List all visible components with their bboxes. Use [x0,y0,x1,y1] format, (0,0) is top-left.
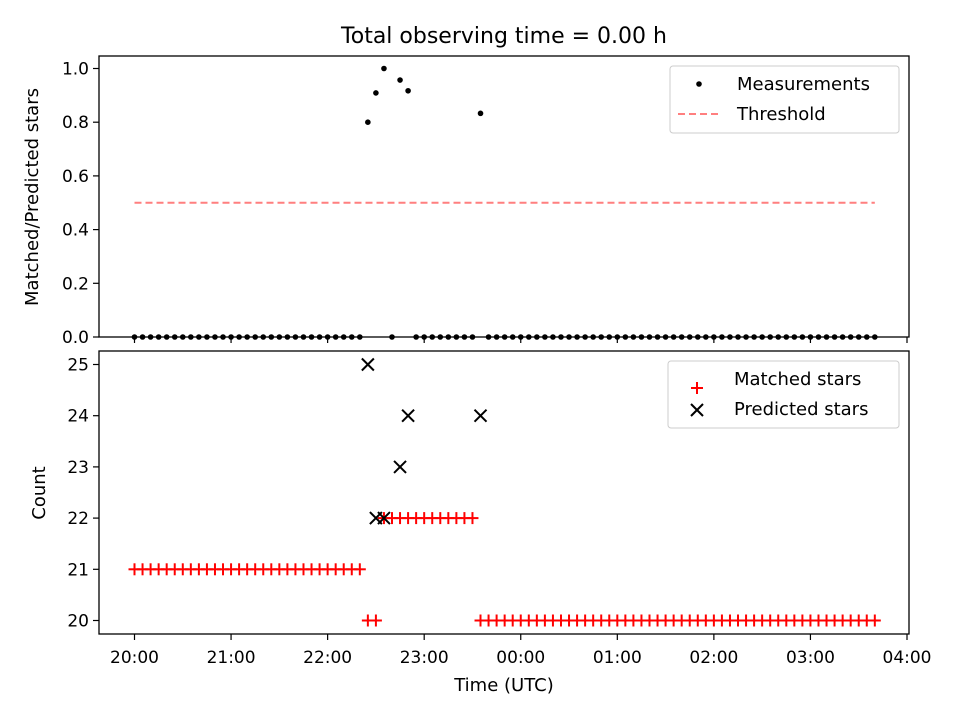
predicted-star-marker [473,408,488,423]
bottom-y-axis-label: Count [29,466,50,519]
measurement-point [365,119,371,125]
legend-label-threshold: Threshold [736,104,826,125]
top-y-tick-label: 0.2 [62,274,89,294]
x-axis-label: Time (UTC) [453,675,554,696]
chart-title: Total observing time = 0.00 h [340,24,667,49]
legend-marker-predicted-stars [690,403,704,417]
legend-marker-measurements [696,81,702,87]
measurement-point [381,65,387,72]
legend-label-predicted-stars: Predicted stars [734,399,868,420]
x-tick-label: 03:00 [786,648,835,668]
measurement-point [477,110,484,117]
top-legend: Measurements Threshold [669,65,900,134]
predicted-star-marker [401,408,415,423]
bottom-y-tick-label: 21 [67,560,89,580]
predicted-star-marker [361,357,375,372]
legend-label-measurements: Measurements [737,74,870,95]
bottom-legend: Matched stars Predicted stars [667,360,900,429]
x-tick-label: 01:00 [593,648,642,668]
x-tick-label: 22:00 [303,648,352,668]
x-tick-label: 23:00 [400,648,449,668]
measurement-point [373,90,379,96]
x-tick-label: 04:00 [883,648,932,668]
bottom-y-tick-label: 24 [67,407,89,427]
bottom-y-ticks: 20 21 22 23 24 25 [67,356,99,632]
matched-star-marker [369,614,382,627]
legend-label-matched-stars: Matched stars [734,369,861,390]
top-y-tick-label: 0.6 [62,167,89,187]
x-tick-label: 02:00 [689,648,738,668]
top-y-tick-label: 0.0 [62,328,89,348]
x-tick-label: 21:00 [207,648,256,668]
predicted-star-marker [377,511,391,525]
bottom-y-tick-label: 23 [67,458,89,478]
bottom-axes-frame [98,350,910,635]
bottom-y-tick-label: 25 [67,356,89,376]
legend-marker-matched-stars [691,382,703,394]
bottom-plot-area [128,357,881,627]
bottom-y-tick-label: 20 [67,612,89,632]
bottom-y-tick-label: 22 [67,509,89,529]
top-x-ticks [133,337,908,343]
top-y-tick-label: 0.4 [62,221,89,241]
matched-star-marker [868,614,881,627]
matched-star-marker [466,512,479,525]
predicted-star-marker [393,460,407,474]
x-tick-label: 00:00 [496,648,545,668]
top-y-tick-label: 0.8 [62,113,89,133]
x-tick-label: 20:00 [110,648,159,668]
top-y-ticks: 0.0 0.2 0.4 0.6 0.8 1.0 [62,60,99,348]
top-y-axis-label: Matched/Predicted stars [22,88,43,306]
matched-star-marker [353,563,366,576]
measurement-point [405,87,411,94]
bottom-x-ticks: 20:00 21:00 22:00 23:00 00:00 01:00 02:00 03:00… [110,634,932,668]
top-y-tick-label: 1.0 [62,60,89,80]
measurement-point [397,77,403,83]
top-axes-frame [98,55,910,338]
